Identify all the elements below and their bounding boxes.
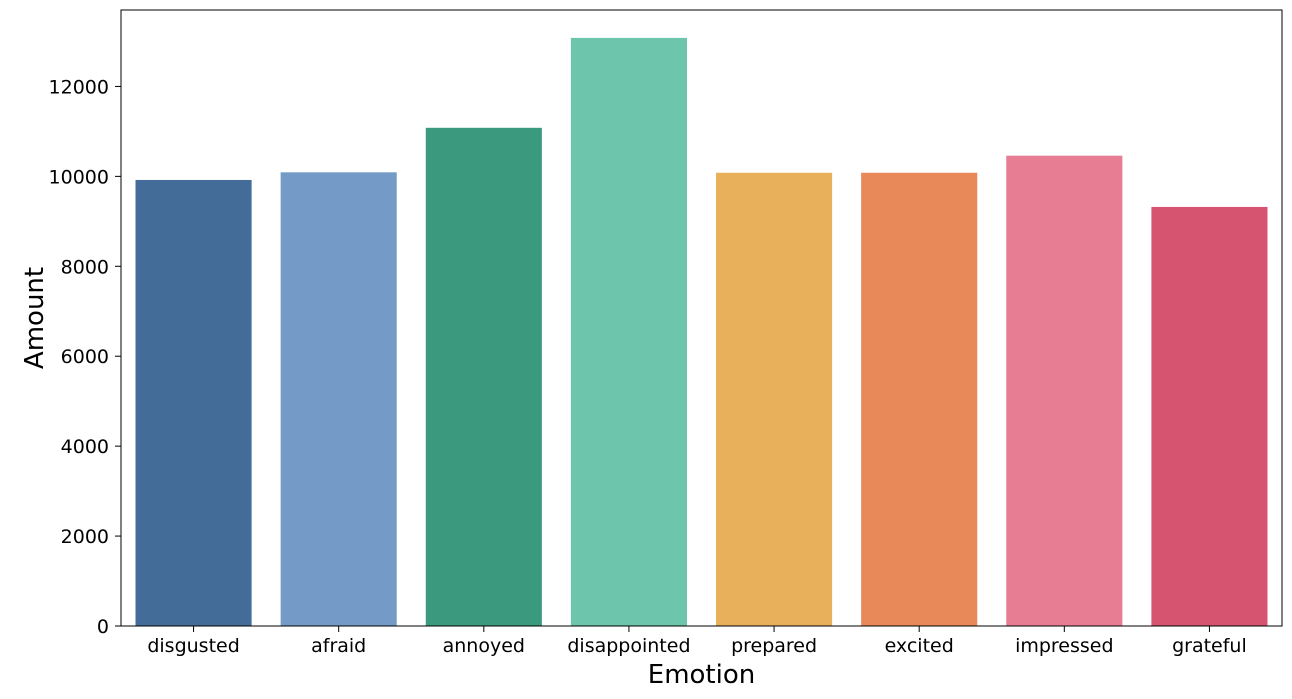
bar-excited	[861, 172, 978, 626]
x-axis-label: Emotion	[648, 660, 755, 690]
x-tick-label: afraid	[311, 635, 366, 657]
y-axis-label: Amount	[20, 267, 50, 369]
bar-disappointed	[570, 37, 687, 626]
x-axis-ticks: disgusted afraid annoyed disappointed prepar…	[147, 626, 1247, 657]
bar-impressed	[1006, 155, 1123, 626]
x-tick-label: grateful	[1172, 635, 1247, 657]
x-tick-label: impressed	[1015, 635, 1113, 657]
x-tick-label: prepared	[731, 635, 817, 657]
plot-frame	[120, 9, 1283, 627]
x-tick-label: excited	[885, 635, 954, 657]
y-tick-label: 10000	[49, 166, 109, 188]
y-tick-label: 6000	[61, 346, 109, 368]
y-tick-label: 0	[97, 616, 109, 638]
y-tick-label: 8000	[61, 256, 109, 278]
bar-grateful	[1151, 206, 1268, 627]
y-tick-label: 2000	[61, 526, 109, 548]
y-tick-label: 4000	[61, 436, 109, 458]
y-tick-label: 12000	[49, 76, 109, 98]
bar-disgusted	[135, 179, 252, 626]
x-tick-label: disappointed	[567, 635, 690, 657]
x-tick-label: annoyed	[443, 635, 525, 657]
bar-annoyed	[425, 127, 542, 626]
bar-prepared	[716, 172, 833, 626]
x-tick-label: disgusted	[147, 635, 239, 657]
bar-afraid	[280, 172, 397, 627]
bars-group	[135, 37, 1268, 627]
y-axis-ticks: 0 2000 4000 6000 8000 10000 12000	[49, 76, 121, 638]
